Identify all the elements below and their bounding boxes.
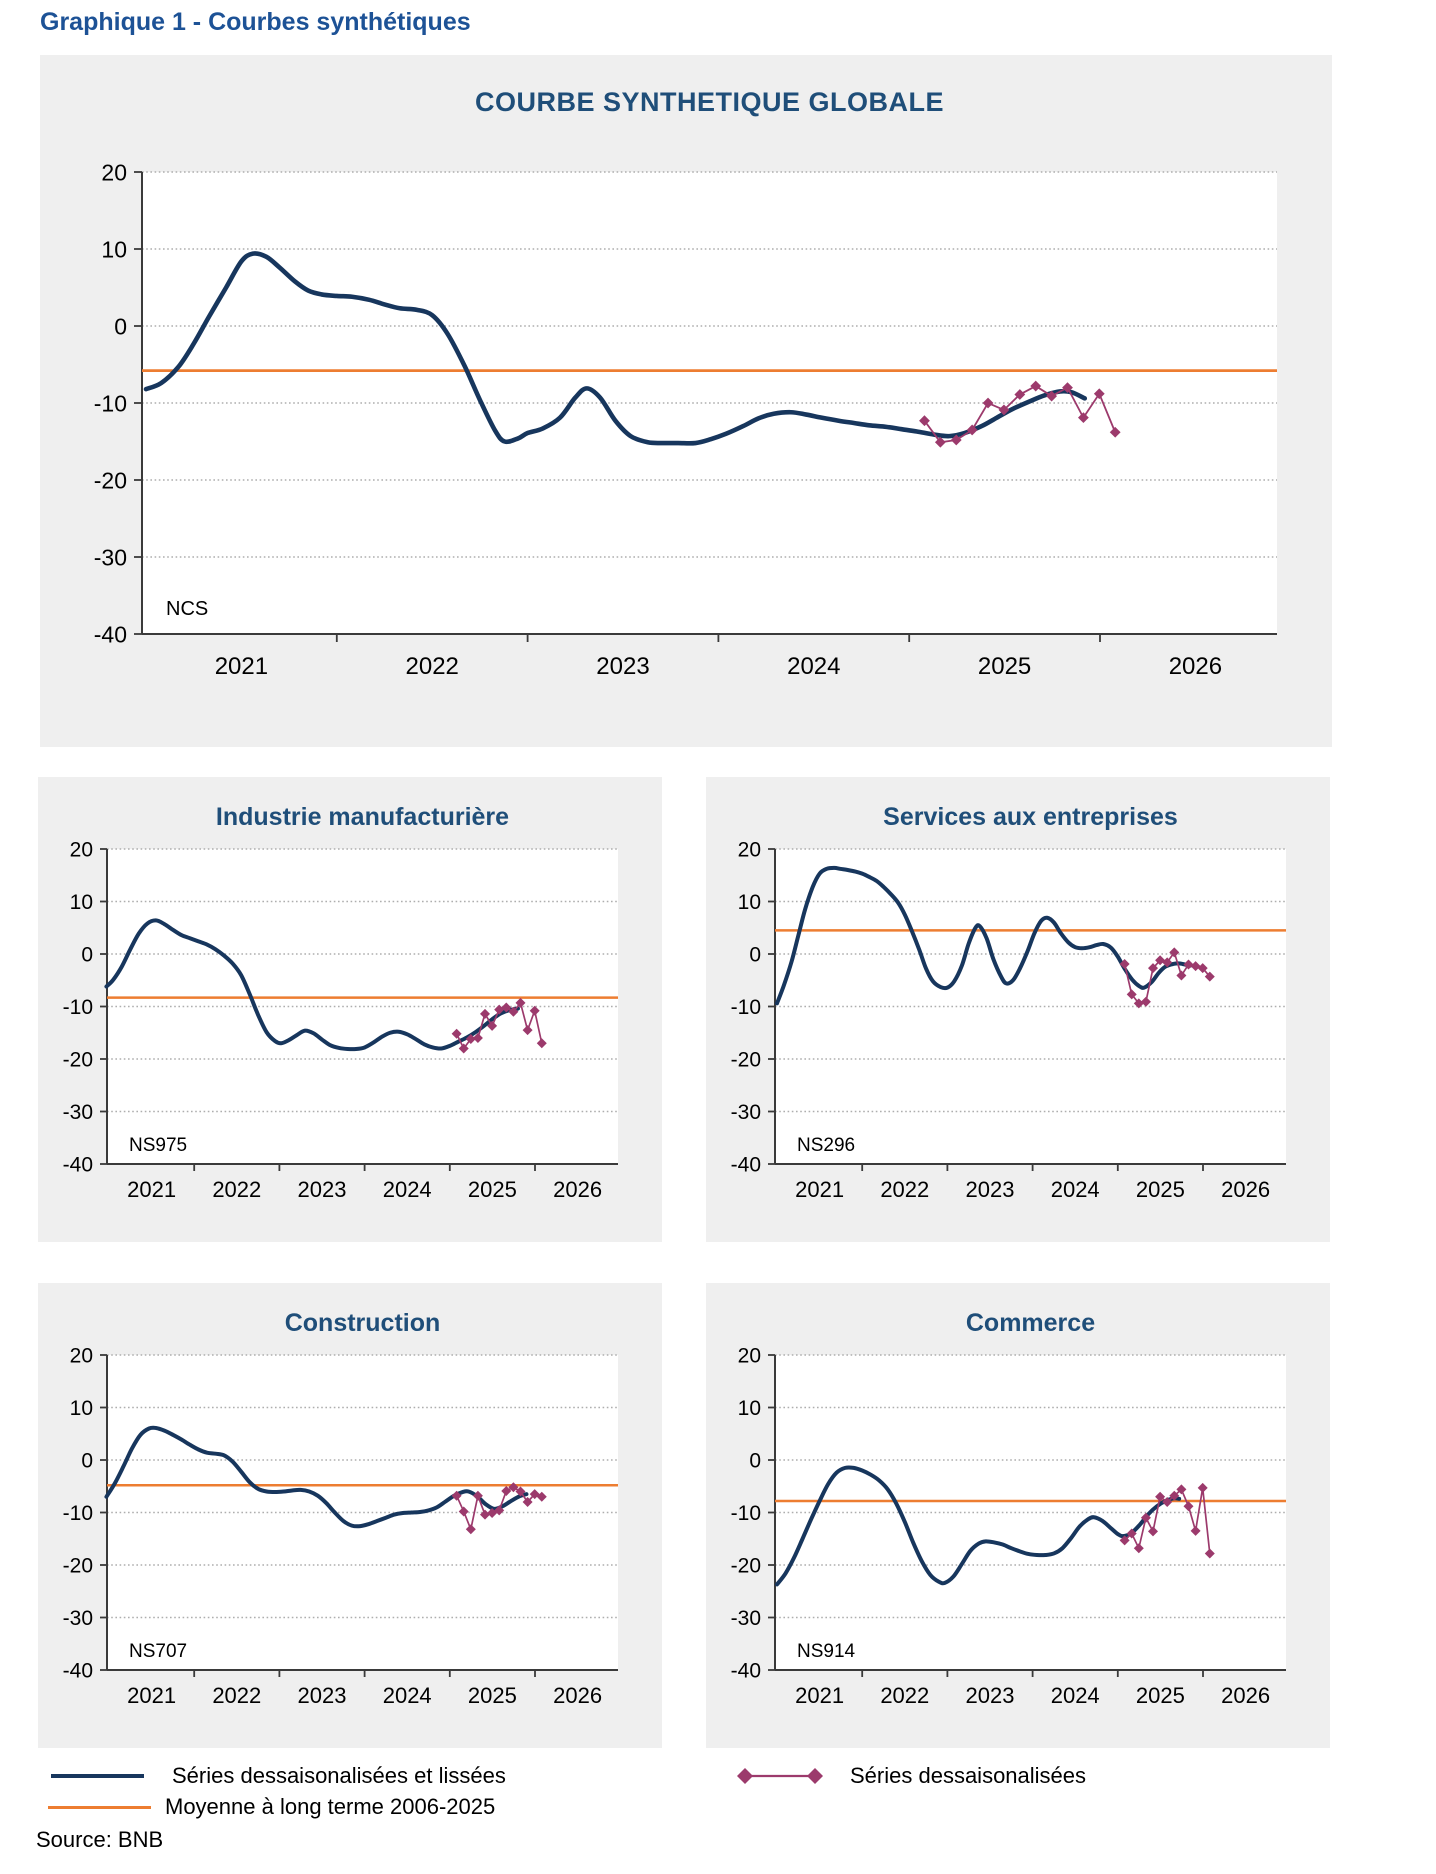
svg-text:2026: 2026 [553,1177,602,1202]
svg-text:2022: 2022 [212,1683,261,1708]
source-note: Source: BNB [36,1827,164,1852]
legend-mean-label: Moyenne à long terme 2006-2025 [165,1794,496,1819]
mean-line-swatch-icon [48,1805,151,1809]
legend-raw-label: Séries dessaisonalisées [850,1763,1087,1788]
svg-text:20: 20 [738,839,761,862]
svg-text:NCS: NCS [166,598,208,620]
svg-text:2023: 2023 [298,1177,347,1202]
svg-text:0: 0 [114,313,127,339]
svg-text:2026: 2026 [1169,653,1222,680]
svg-text:2021: 2021 [127,1177,176,1202]
svg-text:20: 20 [738,1345,761,1368]
svg-text:-10: -10 [94,390,127,416]
industry-chart-canvas: 20 10 0 -10 -20 -30 -40 2021 2022 2023 2024 2025 202… [63,839,618,1202]
svg-text:NS296: NS296 [797,1135,855,1156]
svg-text:2024: 2024 [383,1177,432,1202]
svg-text:-20: -20 [63,1555,93,1578]
svg-text:2025: 2025 [978,653,1031,680]
legend-item-mean: Moyenne à long terme 2006-2025 [48,1794,495,1820]
svg-text:2022: 2022 [880,1177,929,1202]
svg-text:20: 20 [101,159,127,185]
svg-text:2023: 2023 [966,1177,1015,1202]
svg-text:-30: -30 [731,1607,761,1630]
services-chart-panel: Services aux entreprises 20 10 0 -10 -20 -30 -… [706,777,1330,1242]
svg-text:10: 10 [101,236,127,262]
svg-text:20: 20 [70,839,93,862]
construction-chart-title: Construction [284,1309,441,1337]
global-chart-title: COURBE SYNTHETIQUE GLOBALE [474,87,945,117]
raw-series-swatch-icon [737,1768,823,1784]
page-title: Graphique 1 - Courbes synthétiques [40,8,471,36]
global-chart-canvas: 20 10 0 -10 -20 -30 -40 2021 2022 2023 2024 2025 202… [94,159,1277,680]
svg-text:-40: -40 [63,1660,93,1683]
commerce-chart-title: Commerce [965,1309,1096,1337]
svg-text:-30: -30 [63,1101,93,1124]
svg-text:-20: -20 [63,1049,93,1072]
svg-text:2026: 2026 [1221,1683,1270,1708]
industry-chart-panel: Industrie manufacturière 20 10 0 -10 -20 -30 -… [38,777,662,1242]
smoothed-line-swatch-icon [51,1774,144,1778]
svg-text:0: 0 [81,944,93,967]
svg-text:-20: -20 [94,467,127,493]
svg-text:-10: -10 [63,996,93,1019]
svg-text:-40: -40 [731,1660,761,1683]
svg-text:10: 10 [738,891,761,914]
global-chart-panel: COURBE SYNTHETIQUE GLOBALE 20 10 0 -10 -20 -3… [40,55,1332,747]
svg-text:10: 10 [70,1397,93,1420]
svg-text:NS975: NS975 [129,1135,187,1156]
svg-text:10: 10 [70,891,93,914]
svg-text:2025: 2025 [1136,1177,1185,1202]
construction-chart-canvas: 20 10 0 -10 -20 -30 -40 2021 2022 2023 2024 2025 202… [63,1345,618,1708]
svg-text:20: 20 [70,1345,93,1368]
svg-text:2022: 2022 [212,1177,261,1202]
svg-text:-30: -30 [63,1607,93,1630]
legend-item-smoothed: Séries dessaisonalisées et lissées [51,1763,506,1789]
svg-text:NS707: NS707 [129,1641,187,1662]
svg-text:2021: 2021 [795,1177,844,1202]
legend-item-raw: Séries dessaisonalisées [735,1763,1086,1789]
commerce-chart-canvas: 20 10 0 -10 -20 -30 -40 2021 2022 2023 2024 2025 202… [731,1345,1286,1708]
svg-text:2024: 2024 [787,653,840,680]
svg-text:10: 10 [738,1397,761,1420]
svg-text:2026: 2026 [553,1683,602,1708]
svg-text:-30: -30 [731,1101,761,1124]
svg-text:2024: 2024 [383,1683,432,1708]
industry-chart-title: Industrie manufacturière [215,803,510,831]
svg-text:2022: 2022 [406,653,459,680]
svg-text:NS914: NS914 [797,1641,856,1662]
svg-text:2024: 2024 [1051,1177,1100,1202]
svg-text:2023: 2023 [966,1683,1015,1708]
svg-text:2025: 2025 [1136,1683,1185,1708]
svg-text:2025: 2025 [468,1177,517,1202]
legend-smoothed-label: Séries dessaisonalisées et lissées [172,1763,506,1788]
svg-text:-10: -10 [63,1502,93,1525]
svg-text:2021: 2021 [215,653,268,680]
svg-text:2022: 2022 [880,1683,929,1708]
svg-text:-40: -40 [731,1154,761,1177]
svg-text:-20: -20 [731,1049,761,1072]
services-chart-title: Services aux entreprises [883,803,1178,831]
svg-text:2023: 2023 [596,653,649,680]
svg-text:-40: -40 [94,621,127,647]
svg-text:2026: 2026 [1221,1177,1270,1202]
svg-text:2021: 2021 [795,1683,844,1708]
services-chart-canvas: 20 10 0 -10 -20 -30 -40 2021 2022 2023 2024 2025 202… [731,839,1286,1202]
svg-text:2023: 2023 [298,1683,347,1708]
svg-text:-10: -10 [731,1502,761,1525]
commerce-chart-panel: Commerce 20 10 0 -10 -20 -30 -40 2021 2022 2023 20… [706,1283,1330,1748]
svg-text:2021: 2021 [127,1683,176,1708]
svg-text:0: 0 [749,1450,761,1473]
svg-text:-20: -20 [731,1555,761,1578]
svg-text:0: 0 [749,944,761,967]
svg-text:2024: 2024 [1051,1683,1100,1708]
construction-chart-panel: Construction 20 10 0 -10 -20 -30 -40 2021 2022 20… [38,1283,662,1748]
svg-text:-40: -40 [63,1154,93,1177]
svg-text:-30: -30 [94,544,127,570]
svg-text:-10: -10 [731,996,761,1019]
svg-text:2025: 2025 [468,1683,517,1708]
svg-text:0: 0 [81,1450,93,1473]
